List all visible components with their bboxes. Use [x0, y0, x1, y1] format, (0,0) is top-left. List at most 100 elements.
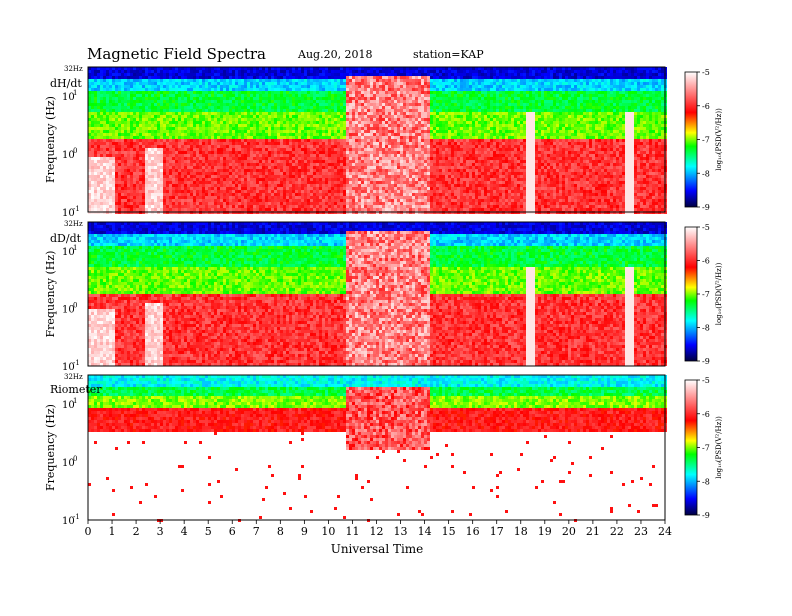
heatmap-cell [229, 157, 232, 160]
heatmap-cell [109, 100, 112, 103]
heatmap-cell [247, 202, 250, 205]
heatmap-cell [292, 109, 295, 112]
heatmap-cell [205, 76, 208, 79]
heatmap-cell [304, 94, 307, 97]
heatmap-cell [184, 70, 187, 73]
heatmap-cell [373, 79, 376, 82]
heatmap-cell [97, 175, 100, 178]
heatmap-cell [268, 136, 271, 139]
heatmap-cell [379, 184, 382, 187]
heatmap-cell [112, 124, 115, 127]
heatmap-cell [256, 118, 259, 121]
heatmap-cell [241, 109, 244, 112]
heatmap-cell [100, 142, 103, 145]
heatmap-cell [352, 208, 355, 211]
heatmap-cell [205, 166, 208, 169]
heatmap-cell [274, 199, 277, 202]
heatmap-cell [319, 205, 322, 208]
heatmap-cell [304, 79, 307, 82]
heatmap-cell [121, 112, 124, 115]
heatmap-cell [214, 70, 217, 73]
heatmap-cell [256, 112, 259, 115]
heatmap-cell [247, 199, 250, 202]
heatmap-cell [199, 205, 202, 208]
heatmap-cell [124, 190, 127, 193]
heatmap-cell [145, 148, 148, 151]
heatmap-cell [154, 199, 157, 202]
heatmap-cell [268, 151, 271, 154]
heatmap-cell [385, 76, 388, 79]
heatmap-cell [265, 115, 268, 118]
heatmap-cell [313, 139, 316, 142]
heatmap-cell [112, 109, 115, 112]
heatmap-cell [184, 184, 187, 187]
heatmap-cell [196, 124, 199, 127]
heatmap-cell [334, 148, 337, 151]
heatmap-cell [256, 142, 259, 145]
heatmap-cell [247, 142, 250, 145]
heatmap-cell [217, 157, 220, 160]
heatmap-cell [169, 121, 172, 124]
heatmap-cell [361, 157, 364, 160]
heatmap-cell [271, 190, 274, 193]
heatmap-cell [217, 130, 220, 133]
heatmap-cell [139, 178, 142, 181]
heatmap-cell [202, 172, 205, 175]
heatmap-cell [295, 136, 298, 139]
heatmap-cell [118, 94, 121, 97]
heatmap-cell [187, 106, 190, 109]
heatmap-cell [172, 172, 175, 175]
heatmap-cell [253, 118, 256, 121]
heatmap-cell [274, 73, 277, 76]
heatmap-cell [226, 142, 229, 145]
heatmap-cell [310, 175, 313, 178]
heatmap-cell [307, 100, 310, 103]
heatmap-cell [133, 163, 136, 166]
heatmap-cell [103, 127, 106, 130]
heatmap-cell [349, 163, 352, 166]
heatmap-cell [175, 178, 178, 181]
heatmap-cell [304, 82, 307, 85]
heatmap-cell [127, 100, 130, 103]
heatmap-cell [148, 181, 151, 184]
heatmap-cell [385, 154, 388, 157]
heatmap-cell [274, 157, 277, 160]
heatmap-cell [133, 124, 136, 127]
heatmap-cell [148, 94, 151, 97]
heatmap-cell [301, 208, 304, 211]
heatmap-cell [151, 175, 154, 178]
heatmap-cell [235, 88, 238, 91]
heatmap-cell [190, 151, 193, 154]
heatmap-cell [334, 124, 337, 127]
heatmap-cell [304, 127, 307, 130]
heatmap-cell [109, 172, 112, 175]
heatmap-cell [334, 76, 337, 79]
heatmap-cell [202, 121, 205, 124]
heatmap-cell [241, 151, 244, 154]
heatmap-cell [373, 139, 376, 142]
heatmap-cell [376, 88, 379, 91]
heatmap-cell [187, 154, 190, 157]
heatmap-cell [139, 100, 142, 103]
heatmap-cell [166, 103, 169, 106]
heatmap-cell [235, 106, 238, 109]
heatmap-cell [136, 196, 139, 199]
heatmap-cell [295, 109, 298, 112]
heatmap-cell [256, 70, 259, 73]
heatmap-cell [181, 70, 184, 73]
heatmap-cell [199, 184, 202, 187]
heatmap-cell [175, 91, 178, 94]
heatmap-cell [247, 118, 250, 121]
heatmap-cell [130, 109, 133, 112]
heatmap-cell [118, 109, 121, 112]
heatmap-cell [274, 172, 277, 175]
heatmap-cell [241, 136, 244, 139]
heatmap-cell [283, 202, 286, 205]
heatmap-cell [163, 100, 166, 103]
heatmap-cell [283, 190, 286, 193]
heatmap-cell [112, 181, 115, 184]
heatmap-cell [139, 97, 142, 100]
heatmap-cell [316, 118, 319, 121]
heatmap-cell [265, 70, 268, 73]
heatmap-cell [250, 178, 253, 181]
